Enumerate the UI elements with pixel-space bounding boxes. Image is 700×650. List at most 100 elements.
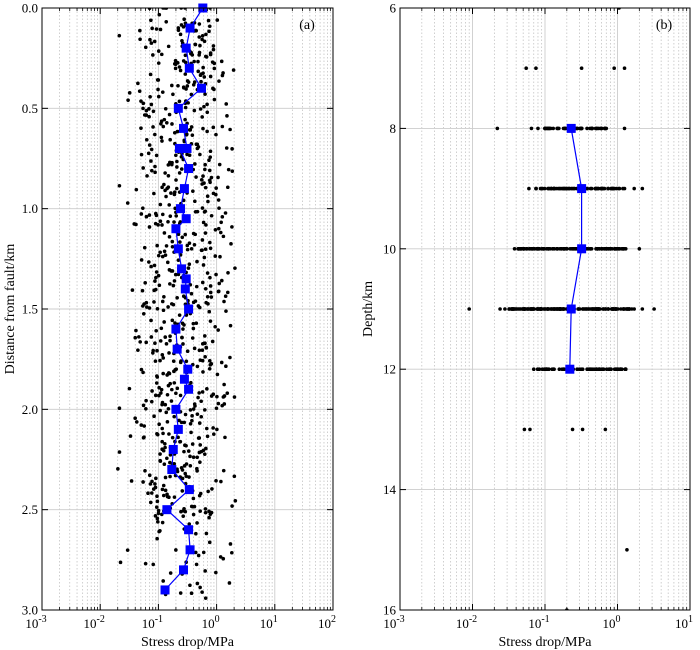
scatter-point xyxy=(594,307,598,311)
scatter-point xyxy=(202,75,207,79)
scatter-point xyxy=(156,78,161,82)
median-marker xyxy=(565,364,575,374)
scatter-point xyxy=(155,243,159,248)
scatter-point xyxy=(138,37,142,42)
scatter-point xyxy=(171,283,176,288)
scatter-point xyxy=(159,52,164,57)
x-tick-label: 10-2 xyxy=(84,614,105,631)
scatter-point xyxy=(157,283,162,288)
scatter-point xyxy=(128,434,133,438)
scatter-point xyxy=(127,91,132,95)
scatter-point xyxy=(182,17,186,22)
scatter-point xyxy=(216,226,221,231)
scatter-point xyxy=(162,117,167,122)
scatter-point xyxy=(167,235,172,239)
scatter-point xyxy=(204,426,209,431)
scatter-point xyxy=(195,469,199,473)
scatter-point xyxy=(524,247,529,251)
scatter-point xyxy=(176,258,181,262)
scatter-point xyxy=(126,98,130,102)
scatter-point xyxy=(162,231,167,235)
median-marker xyxy=(183,364,193,374)
scatter-point xyxy=(198,443,203,447)
x-tick-exponent: -3 xyxy=(38,614,46,625)
scatter-point xyxy=(187,522,192,526)
scatter-point xyxy=(167,112,172,117)
scatter-point xyxy=(204,223,208,227)
scatter-point xyxy=(225,290,230,295)
scatter-point xyxy=(232,474,237,479)
grid xyxy=(42,8,333,610)
scatter-point xyxy=(208,275,212,280)
scatter-point xyxy=(147,213,152,217)
scatter-point xyxy=(149,147,154,152)
scatter-point xyxy=(514,307,518,311)
scatter-point xyxy=(211,426,215,430)
median-marker xyxy=(184,384,194,394)
scatter-point xyxy=(174,548,178,552)
scatter-point xyxy=(213,254,218,258)
scatter-point xyxy=(130,288,135,292)
scatter-point xyxy=(160,185,164,190)
scatter-point xyxy=(179,167,184,171)
scatter-point xyxy=(181,25,186,29)
scatter-point xyxy=(154,27,159,31)
scatter-point xyxy=(153,170,157,175)
scatter-point xyxy=(219,220,223,225)
scatter-point xyxy=(599,126,604,131)
scatter-point xyxy=(222,299,226,304)
scatter-point xyxy=(141,101,146,106)
scatter-point xyxy=(153,341,157,345)
scatter-point xyxy=(185,132,189,137)
scatter-point xyxy=(176,232,181,237)
scatter-point xyxy=(196,69,201,74)
scatter-point xyxy=(203,287,208,291)
scatter-point xyxy=(521,247,526,251)
scatter-point xyxy=(218,254,222,259)
scatter-point xyxy=(138,340,142,344)
x-tick-label: 100 xyxy=(202,614,220,631)
scatter-point xyxy=(586,247,590,251)
scatter-point xyxy=(215,394,219,399)
scatter-point xyxy=(498,307,502,311)
scatter-point xyxy=(188,583,192,588)
scatter-point xyxy=(201,174,205,178)
scatter-point xyxy=(116,467,120,471)
scatter-point xyxy=(557,186,562,191)
scatter-point xyxy=(546,307,551,311)
scatter-point xyxy=(139,423,144,427)
scatter-point xyxy=(221,395,226,399)
scatter-point xyxy=(188,422,193,426)
scatter-point xyxy=(170,83,174,88)
scatter-point xyxy=(162,182,166,187)
scatter-point xyxy=(163,402,168,407)
scatter-point xyxy=(202,104,206,109)
scatter-point xyxy=(152,191,156,196)
scatter-point xyxy=(180,39,184,43)
median-marker xyxy=(174,143,184,153)
x-tick-base: 10 xyxy=(318,616,331,631)
scatter-point xyxy=(166,371,171,375)
scatter-point xyxy=(186,266,191,270)
scatter-point xyxy=(163,253,168,257)
scatter-point xyxy=(165,260,170,265)
scatter-point xyxy=(197,50,202,55)
x-tick-label: 10-3 xyxy=(25,614,46,631)
scatter-point xyxy=(168,334,172,339)
scatter-point xyxy=(164,342,169,346)
scatter-point xyxy=(161,483,166,488)
scatter-point xyxy=(151,351,155,355)
scatter-point xyxy=(190,53,195,57)
scatter-point xyxy=(217,281,222,286)
scatter-point xyxy=(209,213,214,218)
scatter-point xyxy=(546,247,551,251)
scatter-point xyxy=(176,272,181,277)
scatter-point xyxy=(194,284,199,289)
scatter-point xyxy=(214,478,218,483)
scatter-point xyxy=(189,92,194,97)
scatter-point xyxy=(162,294,166,299)
scatter-point xyxy=(584,307,588,311)
scatter-point xyxy=(174,153,178,158)
scatter-point xyxy=(200,206,205,210)
scatter-point xyxy=(167,351,171,355)
